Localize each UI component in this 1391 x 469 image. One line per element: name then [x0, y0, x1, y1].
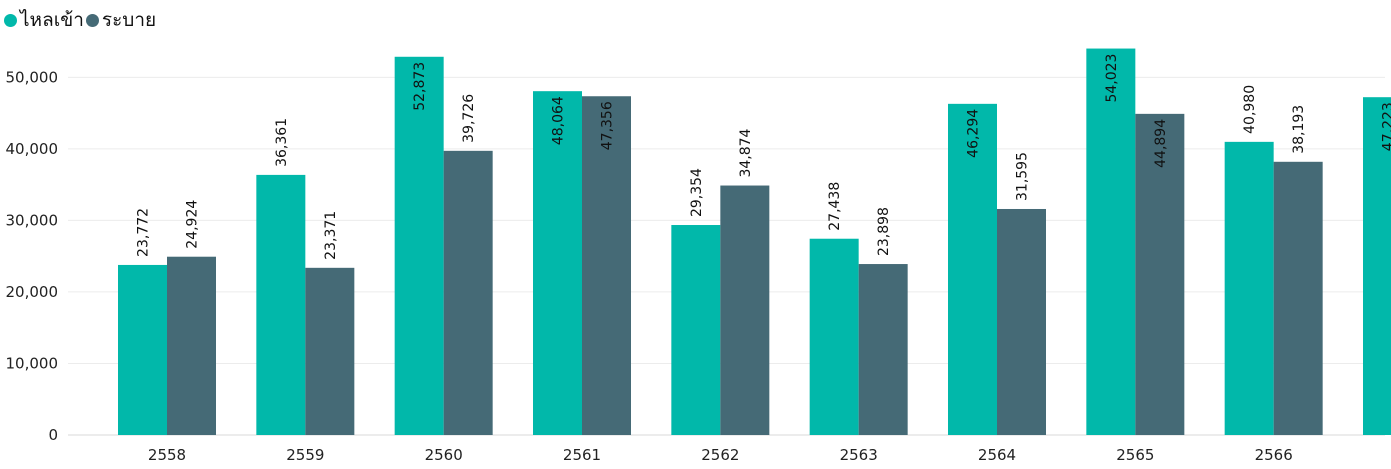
x-tick-label: 2558	[148, 446, 186, 464]
bar	[1273, 161, 1323, 436]
data-label: 38,193	[1291, 105, 1307, 154]
bar	[671, 225, 721, 435]
y-tick-label: 0	[48, 426, 58, 444]
bar	[167, 256, 216, 435]
x-tick-label: 2562	[701, 446, 739, 464]
data-label: 44,894	[1153, 119, 1169, 168]
bar	[443, 150, 493, 436]
data-label: 54,023	[1104, 54, 1120, 103]
data-label: 31,595	[1015, 152, 1031, 201]
x-tick-label: 2559	[286, 446, 324, 464]
bar	[858, 264, 908, 435]
bar	[1086, 48, 1136, 435]
y-tick-label: 20,000	[6, 283, 59, 301]
bar	[118, 264, 167, 435]
legend-item-inflow[interactable]: ไหลเข้า	[4, 5, 84, 35]
x-tick-label: 2560	[425, 446, 463, 464]
data-label: 52,873	[412, 62, 428, 111]
bar	[394, 56, 444, 435]
data-label: 34,874	[738, 128, 754, 177]
bar	[582, 96, 631, 435]
bar	[997, 208, 1046, 435]
bar	[533, 91, 582, 435]
bar	[1363, 97, 1391, 436]
legend-label-outflow: ระบาย	[101, 9, 157, 31]
data-label: 39,726	[461, 94, 477, 143]
x-tick-label: 2561	[563, 446, 601, 464]
y-tick-label: 50,000	[6, 68, 59, 86]
bar	[809, 238, 859, 435]
legend-marker-outflow	[85, 13, 99, 27]
x-tick-label: 2566	[1255, 446, 1293, 464]
bar	[256, 174, 306, 435]
data-label: 24,924	[185, 200, 201, 249]
data-label: 48,064	[551, 96, 567, 145]
x-tick-label: 2564	[978, 446, 1016, 464]
data-label: 23,371	[323, 211, 339, 260]
bar	[948, 103, 997, 435]
bar	[1224, 141, 1274, 436]
data-label: 47,223	[1381, 102, 1391, 151]
bar	[720, 185, 770, 435]
y-tick-label: 40,000	[6, 140, 59, 158]
data-label: 46,294	[966, 109, 982, 158]
legend-item-outflow[interactable]: ระบาย	[85, 5, 157, 35]
data-label: 40,980	[1242, 85, 1258, 134]
data-label: 27,438	[827, 182, 843, 231]
bar	[305, 267, 355, 435]
legend-marker-inflow	[4, 13, 17, 27]
y-tick-label: 30,000	[6, 211, 59, 229]
data-label: 23,772	[136, 208, 152, 257]
bar	[1135, 113, 1185, 436]
x-tick-label: 2563	[840, 446, 878, 464]
y-tick-label: 10,000	[6, 354, 59, 372]
legend-label-inflow: ไหลเข้า	[20, 9, 84, 31]
data-label: 47,356	[600, 101, 616, 150]
data-label: 29,354	[689, 168, 705, 217]
data-label: 36,361	[274, 118, 290, 167]
data-label: 23,898	[876, 207, 892, 256]
x-tick-label: 2565	[1116, 446, 1154, 464]
legend: ไหลเข้า ระบาย	[4, 6, 158, 34]
